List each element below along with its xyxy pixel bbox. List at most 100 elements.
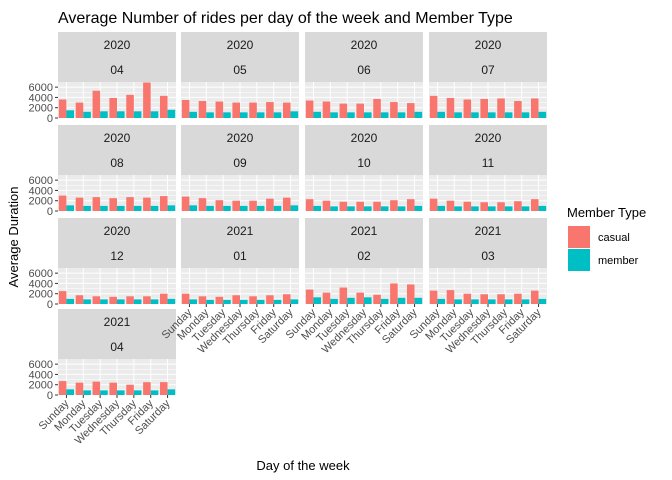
bar-casual xyxy=(198,101,207,118)
y-tick-label: 6000 xyxy=(29,359,53,371)
bar-member xyxy=(538,298,547,304)
facet-strip-month: 03 xyxy=(481,249,495,263)
bar-member xyxy=(414,111,423,118)
legend-key-member xyxy=(568,249,590,271)
bar-member xyxy=(380,112,389,118)
y-tick-label: 2000 xyxy=(29,289,53,301)
facet-strip-month: 01 xyxy=(233,249,247,263)
bar-member xyxy=(83,205,91,211)
bar-member xyxy=(167,389,176,395)
bar-casual xyxy=(232,295,240,304)
bar-member xyxy=(167,298,176,304)
bar-casual xyxy=(75,382,84,395)
bar-casual xyxy=(159,293,168,304)
bar-member xyxy=(364,206,372,211)
bar-member xyxy=(471,299,479,304)
bar-casual xyxy=(446,290,455,304)
bar-casual xyxy=(266,295,274,304)
y-tick-label: 6000 xyxy=(29,175,53,187)
bar-casual xyxy=(126,296,134,304)
x-axis-title: Day of the week xyxy=(256,458,350,473)
bar-casual xyxy=(215,200,224,211)
bar-member xyxy=(117,205,125,211)
bar-member xyxy=(117,390,125,395)
bar-casual xyxy=(406,284,415,304)
facet-strip-year: 2020 xyxy=(351,38,378,52)
bar-member xyxy=(189,111,198,118)
bar-member xyxy=(223,112,231,118)
bar-casual xyxy=(75,197,84,211)
facet-strip xyxy=(305,125,423,175)
bar-casual xyxy=(480,202,488,211)
bar-member xyxy=(133,299,142,304)
bar-casual xyxy=(463,293,472,304)
y-tick-label: 0 xyxy=(47,206,53,218)
facet-panel: 2020 11 xyxy=(429,125,547,212)
facet-strip-month: 12 xyxy=(110,249,124,263)
legend-key-casual xyxy=(568,226,590,248)
facet-strip-year: 2020 xyxy=(227,131,254,145)
bar-member xyxy=(397,112,406,118)
facet-strip xyxy=(181,125,299,175)
bar-casual xyxy=(92,381,101,395)
facet-panel: 2020 10 xyxy=(305,125,423,212)
bar-member xyxy=(150,390,159,395)
bar-casual xyxy=(159,382,168,395)
bar-casual xyxy=(109,198,117,211)
bar-member xyxy=(454,112,462,118)
facet-panel: 2020 07 xyxy=(429,32,547,119)
bar-casual xyxy=(497,202,505,211)
bar-member xyxy=(538,111,547,118)
bar-casual xyxy=(463,99,472,118)
bar-member xyxy=(488,299,496,304)
y-tick-label: 2000 xyxy=(29,196,53,208)
bar-casual xyxy=(429,198,438,211)
y-tick-label: 0 xyxy=(47,299,53,311)
facet-strip-year: 2021 xyxy=(104,315,131,329)
bar-casual xyxy=(198,198,207,211)
bar-casual xyxy=(305,199,314,211)
bar-member xyxy=(133,205,142,211)
facet-strip xyxy=(429,218,547,268)
bar-member xyxy=(133,111,142,118)
bar-member xyxy=(100,390,108,395)
bar-casual xyxy=(58,195,67,211)
facet-strip-year: 2021 xyxy=(227,224,254,238)
bar-casual xyxy=(514,201,522,211)
facet-strip xyxy=(58,309,176,359)
bar-casual xyxy=(215,101,224,118)
bar-member xyxy=(380,298,389,304)
facet-panel: 2020 05 xyxy=(181,32,299,119)
bar-casual xyxy=(446,97,455,118)
y-tick-label: 4000 xyxy=(29,278,53,290)
bar-member xyxy=(256,205,265,211)
bar-member xyxy=(290,205,299,211)
bar-casual xyxy=(390,102,398,118)
facet-strip-month: 11 xyxy=(482,156,495,170)
facet-strip xyxy=(58,218,176,268)
bar-member xyxy=(290,299,299,304)
bar-casual xyxy=(249,296,257,304)
bar-member xyxy=(330,112,338,118)
bar-casual xyxy=(429,95,438,118)
bar-casual xyxy=(58,291,67,304)
bar-casual xyxy=(530,290,539,304)
bar-casual xyxy=(339,287,348,304)
bar-member xyxy=(223,205,231,211)
bar-member xyxy=(364,112,372,118)
facet-strip xyxy=(181,32,299,82)
y-tick-label: 2000 xyxy=(29,380,53,392)
bar-member xyxy=(347,112,355,118)
bar-casual xyxy=(339,201,348,211)
y-axis-title: Average Duration xyxy=(6,187,21,288)
bar-casual xyxy=(446,200,455,211)
bar-casual xyxy=(92,197,101,211)
bar-casual xyxy=(126,94,134,118)
bar-member xyxy=(454,206,462,211)
bar-member xyxy=(100,111,108,118)
bar-casual xyxy=(463,201,472,211)
bar-member xyxy=(240,112,248,118)
facet-strip-month: 02 xyxy=(357,249,371,263)
bar-casual xyxy=(282,102,291,118)
